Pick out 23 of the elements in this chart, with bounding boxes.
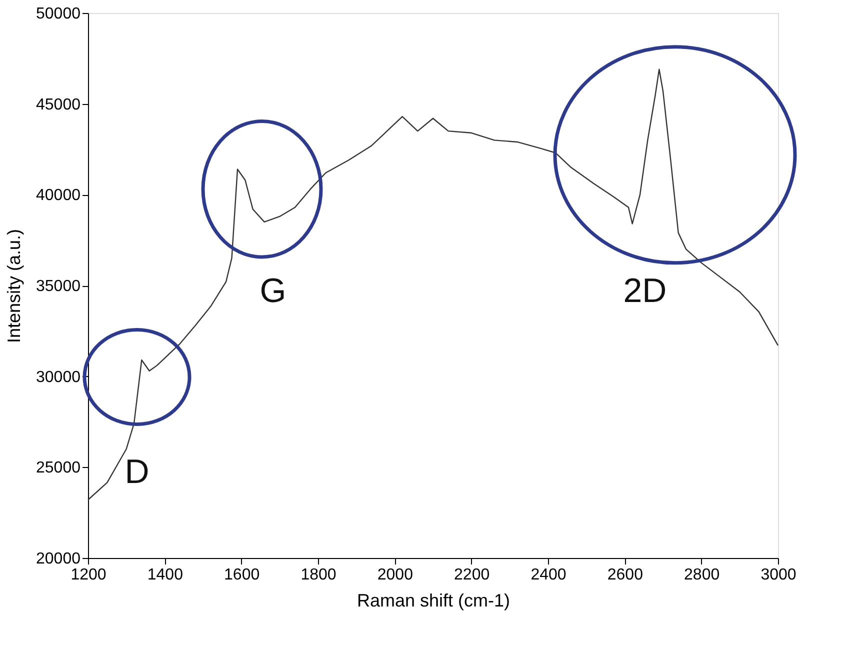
line-series bbox=[87, 68, 779, 500]
y-tick-label: 50000 bbox=[36, 6, 81, 22]
y-tick-label: 45000 bbox=[36, 96, 81, 114]
x-tick-label: 2200 bbox=[454, 566, 490, 584]
x-tick-label: 1200 bbox=[70, 566, 106, 584]
x-axis-title: Raman shift (cm-1) bbox=[356, 590, 510, 610]
x-tick-label: 1400 bbox=[147, 566, 184, 584]
y-tick-label: 30000 bbox=[36, 368, 81, 386]
annotation: D bbox=[124, 452, 150, 491]
annotation: G bbox=[260, 272, 286, 310]
x-tick-label: 2000 bbox=[377, 566, 414, 584]
y-tick-label: 40000 bbox=[36, 187, 81, 204]
y-axis-title: Intensity (a.u.) bbox=[4, 228, 24, 344]
x-tick-label: 1800 bbox=[300, 566, 336, 584]
x-tick-label: 1600 bbox=[224, 566, 260, 584]
x-tick-label: 2600 bbox=[607, 566, 644, 584]
x-tick-label: 2800 bbox=[684, 566, 720, 584]
annotation: 2D bbox=[623, 272, 667, 310]
x-tick-label: 3000 bbox=[760, 566, 796, 584]
x-tick-label: 2400 bbox=[530, 566, 566, 584]
y-tick-label: 35000 bbox=[36, 278, 81, 295]
y-tick-label: 20000 bbox=[36, 550, 81, 568]
y-tick-label: 25000 bbox=[36, 460, 81, 477]
